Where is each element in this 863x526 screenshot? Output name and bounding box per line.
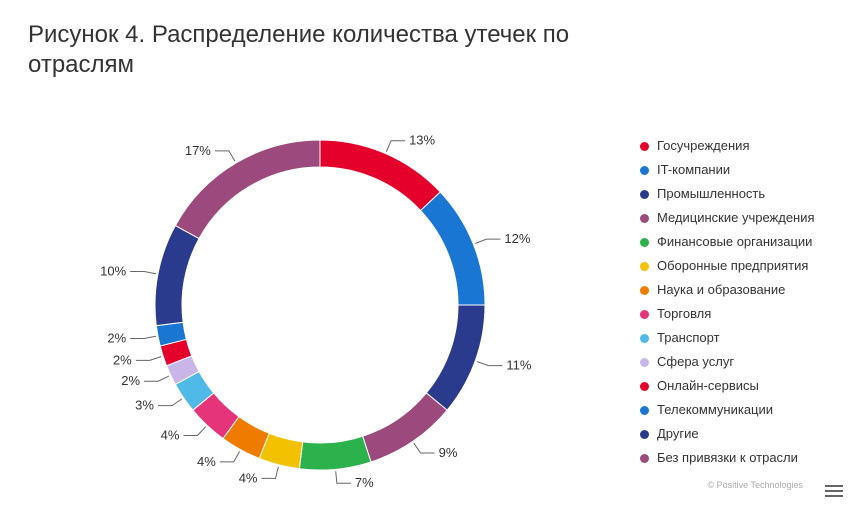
pct-label: 13% [409, 133, 435, 148]
legend-swatch [640, 310, 649, 319]
donut-slice [363, 393, 447, 462]
legend-label: Наука и образование [657, 279, 785, 301]
legend-swatch [640, 382, 649, 391]
donut-slice [320, 140, 440, 211]
legend-label: Телекоммуникации [657, 399, 773, 421]
leader-line [477, 362, 502, 366]
donut-slice [299, 436, 371, 470]
legend-label: Промышленность [657, 183, 765, 205]
legend-label: Оборонные предприятия [657, 255, 808, 277]
donut-slice [421, 192, 485, 305]
donut-slice [426, 305, 485, 410]
leader-line [136, 357, 161, 361]
legend-label: Финансовые организации [657, 231, 812, 253]
pct-label: 4% [161, 427, 180, 442]
legend-item[interactable]: Финансовые организации [640, 231, 850, 253]
legend-swatch [640, 166, 649, 175]
legend-swatch [640, 214, 649, 223]
pct-label: 2% [113, 352, 132, 367]
pct-label: 2% [107, 331, 126, 346]
attribution: © Positive Technologies [707, 480, 803, 490]
pct-label: 3% [135, 398, 154, 413]
legend-label: Медицинские учреждения [657, 207, 815, 229]
pct-label: 2% [121, 373, 140, 388]
legend-item[interactable]: Торговля [640, 303, 850, 325]
legend-item[interactable]: IT-компании [640, 159, 850, 181]
legend-item[interactable]: Медицинские учреждения [640, 207, 850, 229]
pct-label: 4% [197, 454, 216, 469]
legend-swatch [640, 430, 649, 439]
legend-item[interactable]: Телекоммуникации [640, 399, 850, 421]
legend-label: Транспорт [657, 327, 720, 349]
legend-swatch [640, 286, 649, 295]
leader-line [414, 443, 435, 453]
pct-label: 17% [185, 143, 211, 158]
pct-label: 7% [355, 475, 374, 490]
legend-item[interactable]: Наука и образование [640, 279, 850, 301]
leader-line [261, 467, 278, 479]
legend-item[interactable]: Госучреждения [640, 135, 850, 157]
legend-swatch [640, 406, 649, 415]
pct-label: 12% [504, 231, 530, 246]
pct-label: 11% [506, 358, 531, 373]
donut-svg: 13% 12% 11% 9% 7% 4% 4% 4% 3% 2% 2% 2% 10% 17% [60, 100, 580, 510]
leader-line [130, 336, 156, 338]
legend-swatch [640, 238, 649, 247]
leader-line [215, 151, 235, 161]
legend-swatch [640, 142, 649, 151]
legend-item[interactable]: Транспорт [640, 327, 850, 349]
hamburger-menu-icon[interactable] [825, 482, 845, 498]
legend-label: IT-компании [657, 159, 730, 181]
pct-label: 9% [439, 445, 458, 460]
legend-label: Без привязки к отрасли [657, 447, 798, 469]
leader-line [130, 271, 156, 273]
leader-line [386, 141, 405, 152]
legend-swatch [640, 358, 649, 367]
leader-line [183, 427, 205, 436]
legend-item[interactable]: Оборонные предприятия [640, 255, 850, 277]
pct-label: 4% [239, 470, 258, 485]
leader-line [475, 239, 500, 243]
legend: ГосучрежденияIT-компанииПромышленностьМе… [640, 135, 850, 471]
leader-line [220, 451, 240, 462]
pct-label: 10% [100, 263, 126, 278]
legend-item[interactable]: Без привязки к отрасли [640, 447, 850, 469]
legend-swatch [640, 334, 649, 343]
legend-swatch [640, 454, 649, 463]
legend-swatch [640, 190, 649, 199]
leader-line [336, 471, 351, 483]
chart-title: Рисунок 4. Распределение количества утеч… [28, 20, 648, 80]
legend-label: Другие [657, 423, 699, 445]
legend-item[interactable]: Онлайн-сервисы [640, 375, 850, 397]
leader-line [158, 399, 182, 406]
legend-label: Онлайн-сервисы [657, 375, 759, 397]
legend-label: Торговля [657, 303, 711, 325]
legend-label: Сфера услуг [657, 351, 734, 373]
legend-item[interactable]: Промышленность [640, 183, 850, 205]
legend-label: Госучреждения [657, 135, 749, 157]
legend-swatch [640, 262, 649, 271]
leader-line [144, 376, 169, 381]
donut-chart: 13% 12% 11% 9% 7% 4% 4% 4% 3% 2% 2% 2% 10% 17% [60, 100, 580, 510]
legend-item[interactable]: Сфера услуг [640, 351, 850, 373]
donut-slice [155, 226, 199, 326]
legend-item[interactable]: Другие [640, 423, 850, 445]
